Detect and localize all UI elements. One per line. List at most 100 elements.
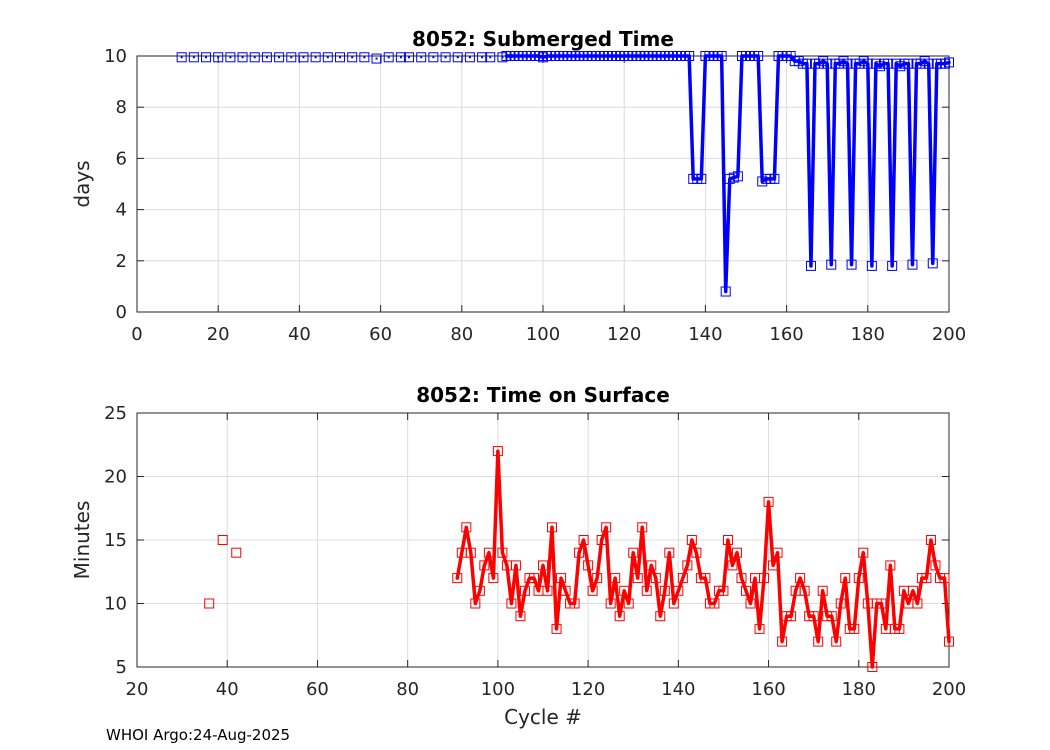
data-point — [274, 52, 285, 63]
data-point — [736, 573, 747, 584]
data-point-dot — [375, 57, 378, 60]
data-point — [461, 522, 472, 533]
data-point — [944, 57, 954, 68]
x-tick-label: 60 — [306, 679, 329, 700]
data-point — [907, 259, 918, 270]
data-point — [261, 52, 272, 63]
x-tick-label: 200 — [932, 324, 966, 345]
chart-title: 8052: Time on Surface — [416, 383, 670, 407]
data-point — [587, 585, 598, 596]
data-point — [682, 560, 693, 571]
data-point-dot — [241, 56, 244, 59]
data-point — [903, 58, 914, 69]
x-tick-label: 80 — [450, 324, 473, 345]
data-point-dot — [326, 56, 329, 59]
data-point — [741, 585, 751, 596]
data-point-dot — [948, 61, 950, 64]
data-point — [416, 52, 427, 63]
x-tick-label: 140 — [661, 679, 695, 700]
data-point — [686, 535, 697, 545]
data-point — [452, 573, 463, 584]
data-point — [488, 573, 499, 584]
data-point — [641, 585, 652, 596]
data-point — [237, 52, 248, 63]
data-point — [772, 547, 783, 558]
data-point — [485, 52, 496, 63]
data-point — [176, 52, 187, 63]
data-point — [944, 636, 954, 647]
series-line — [504, 54, 951, 294]
data-point — [395, 52, 406, 63]
data-point — [601, 522, 612, 533]
x-tick-label: 180 — [842, 679, 876, 700]
data-point — [452, 52, 463, 63]
data-point — [359, 52, 370, 63]
data-point — [628, 547, 639, 558]
data-point — [862, 58, 873, 69]
data-point-dot — [907, 62, 910, 65]
data-point — [732, 171, 743, 182]
data-point — [322, 52, 333, 63]
data-point — [923, 58, 934, 69]
time-on-surface-plot: 20 40 60 80 100 120 140 160 180 200 5 10 15 20 25 8052:… — [70, 383, 966, 729]
data-point — [404, 52, 415, 63]
data-point — [716, 51, 727, 61]
data-point-dot — [700, 177, 703, 180]
y-tick-label: 5 — [116, 657, 127, 678]
data-point-dot — [363, 56, 366, 59]
data-point — [835, 598, 846, 609]
data-point-dot — [217, 56, 220, 59]
data-point-dot — [789, 55, 792, 57]
data-point — [894, 623, 905, 634]
data-point — [876, 598, 887, 609]
y-tick-label: 10 — [104, 46, 127, 67]
data-point — [912, 598, 923, 609]
data-point — [515, 611, 526, 622]
data-point — [286, 52, 297, 63]
x-tick-label: 200 — [932, 679, 966, 700]
data-point — [805, 260, 816, 271]
data-point-dot — [688, 55, 691, 57]
data-point — [769, 173, 780, 184]
y-tick-label: 20 — [104, 467, 127, 488]
data-point — [231, 547, 242, 558]
data-point — [753, 51, 764, 61]
data-point-dot — [846, 62, 849, 65]
data-point — [298, 52, 309, 63]
data-point — [310, 52, 321, 63]
data-point — [867, 662, 878, 672]
data-point — [887, 260, 898, 271]
data-point — [383, 52, 394, 63]
y-tick-label: 10 — [104, 594, 127, 615]
y-tick-label: 2 — [116, 251, 127, 272]
data-point-dot — [720, 55, 723, 57]
data-point-dot — [724, 290, 727, 293]
x-tick-label: 140 — [688, 324, 722, 345]
x-tick-label: 40 — [216, 679, 239, 700]
data-point — [479, 560, 490, 571]
data-point-dot — [302, 56, 305, 59]
data-point-dot — [805, 62, 808, 65]
data-point — [727, 560, 738, 571]
y-tick-label: 4 — [116, 200, 127, 221]
x-tick-label: 80 — [396, 679, 419, 700]
x-tick-label: 120 — [607, 324, 641, 345]
data-point — [673, 585, 684, 596]
data-point — [831, 636, 842, 647]
data-point-dot — [180, 56, 183, 59]
data-point — [731, 547, 742, 558]
data-point — [709, 598, 720, 609]
data-point — [885, 560, 896, 571]
data-point — [188, 52, 199, 63]
data-point-dot — [489, 56, 492, 59]
data-point-dot — [265, 56, 268, 59]
data-point — [826, 611, 837, 622]
data-point — [632, 573, 643, 584]
data-point — [921, 573, 932, 584]
data-point — [646, 560, 657, 571]
data-point — [371, 53, 382, 64]
series-line — [455, 449, 951, 669]
data-point — [619, 585, 630, 596]
data-point — [907, 585, 918, 596]
data-point — [846, 259, 857, 270]
